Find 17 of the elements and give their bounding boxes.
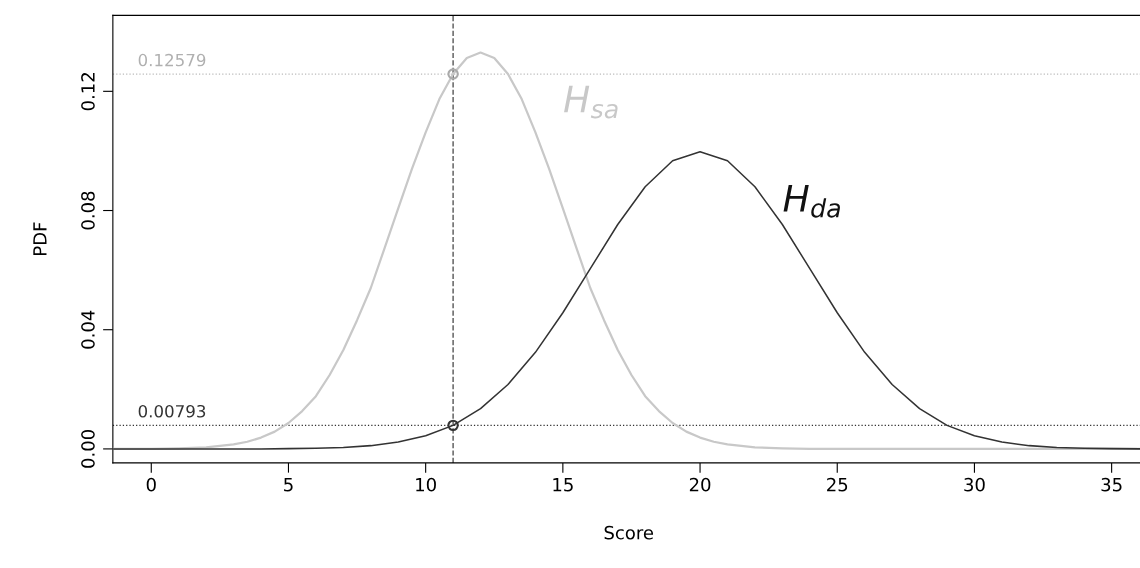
x-tick-label: 30 [964, 477, 985, 492]
series-label: H$_{da}$ [783, 185, 840, 218]
x-tick-label: 0 [146, 477, 156, 492]
y-tick-label: 0.04 [81, 310, 95, 349]
x-tick-label: 10 [416, 477, 436, 492]
x-tick-label: 5 [284, 478, 293, 492]
x-tick-label: 25 [827, 477, 848, 492]
x-axis-title: Score [604, 525, 654, 540]
ref-line-label: 0.12579 [138, 53, 206, 67]
x-tick-label: 35 [1101, 477, 1122, 492]
x-tick-label: 20 [689, 477, 711, 492]
y-axis-title: PDF [33, 222, 47, 255]
ref-line-label: 0.00793 [138, 404, 206, 418]
y-tick-label: 0.08 [81, 191, 95, 230]
y-tick-label: 0.00 [81, 430, 95, 468]
y-tick-label: 0.12 [81, 73, 95, 111]
x-tick-label: 15 [553, 478, 573, 492]
